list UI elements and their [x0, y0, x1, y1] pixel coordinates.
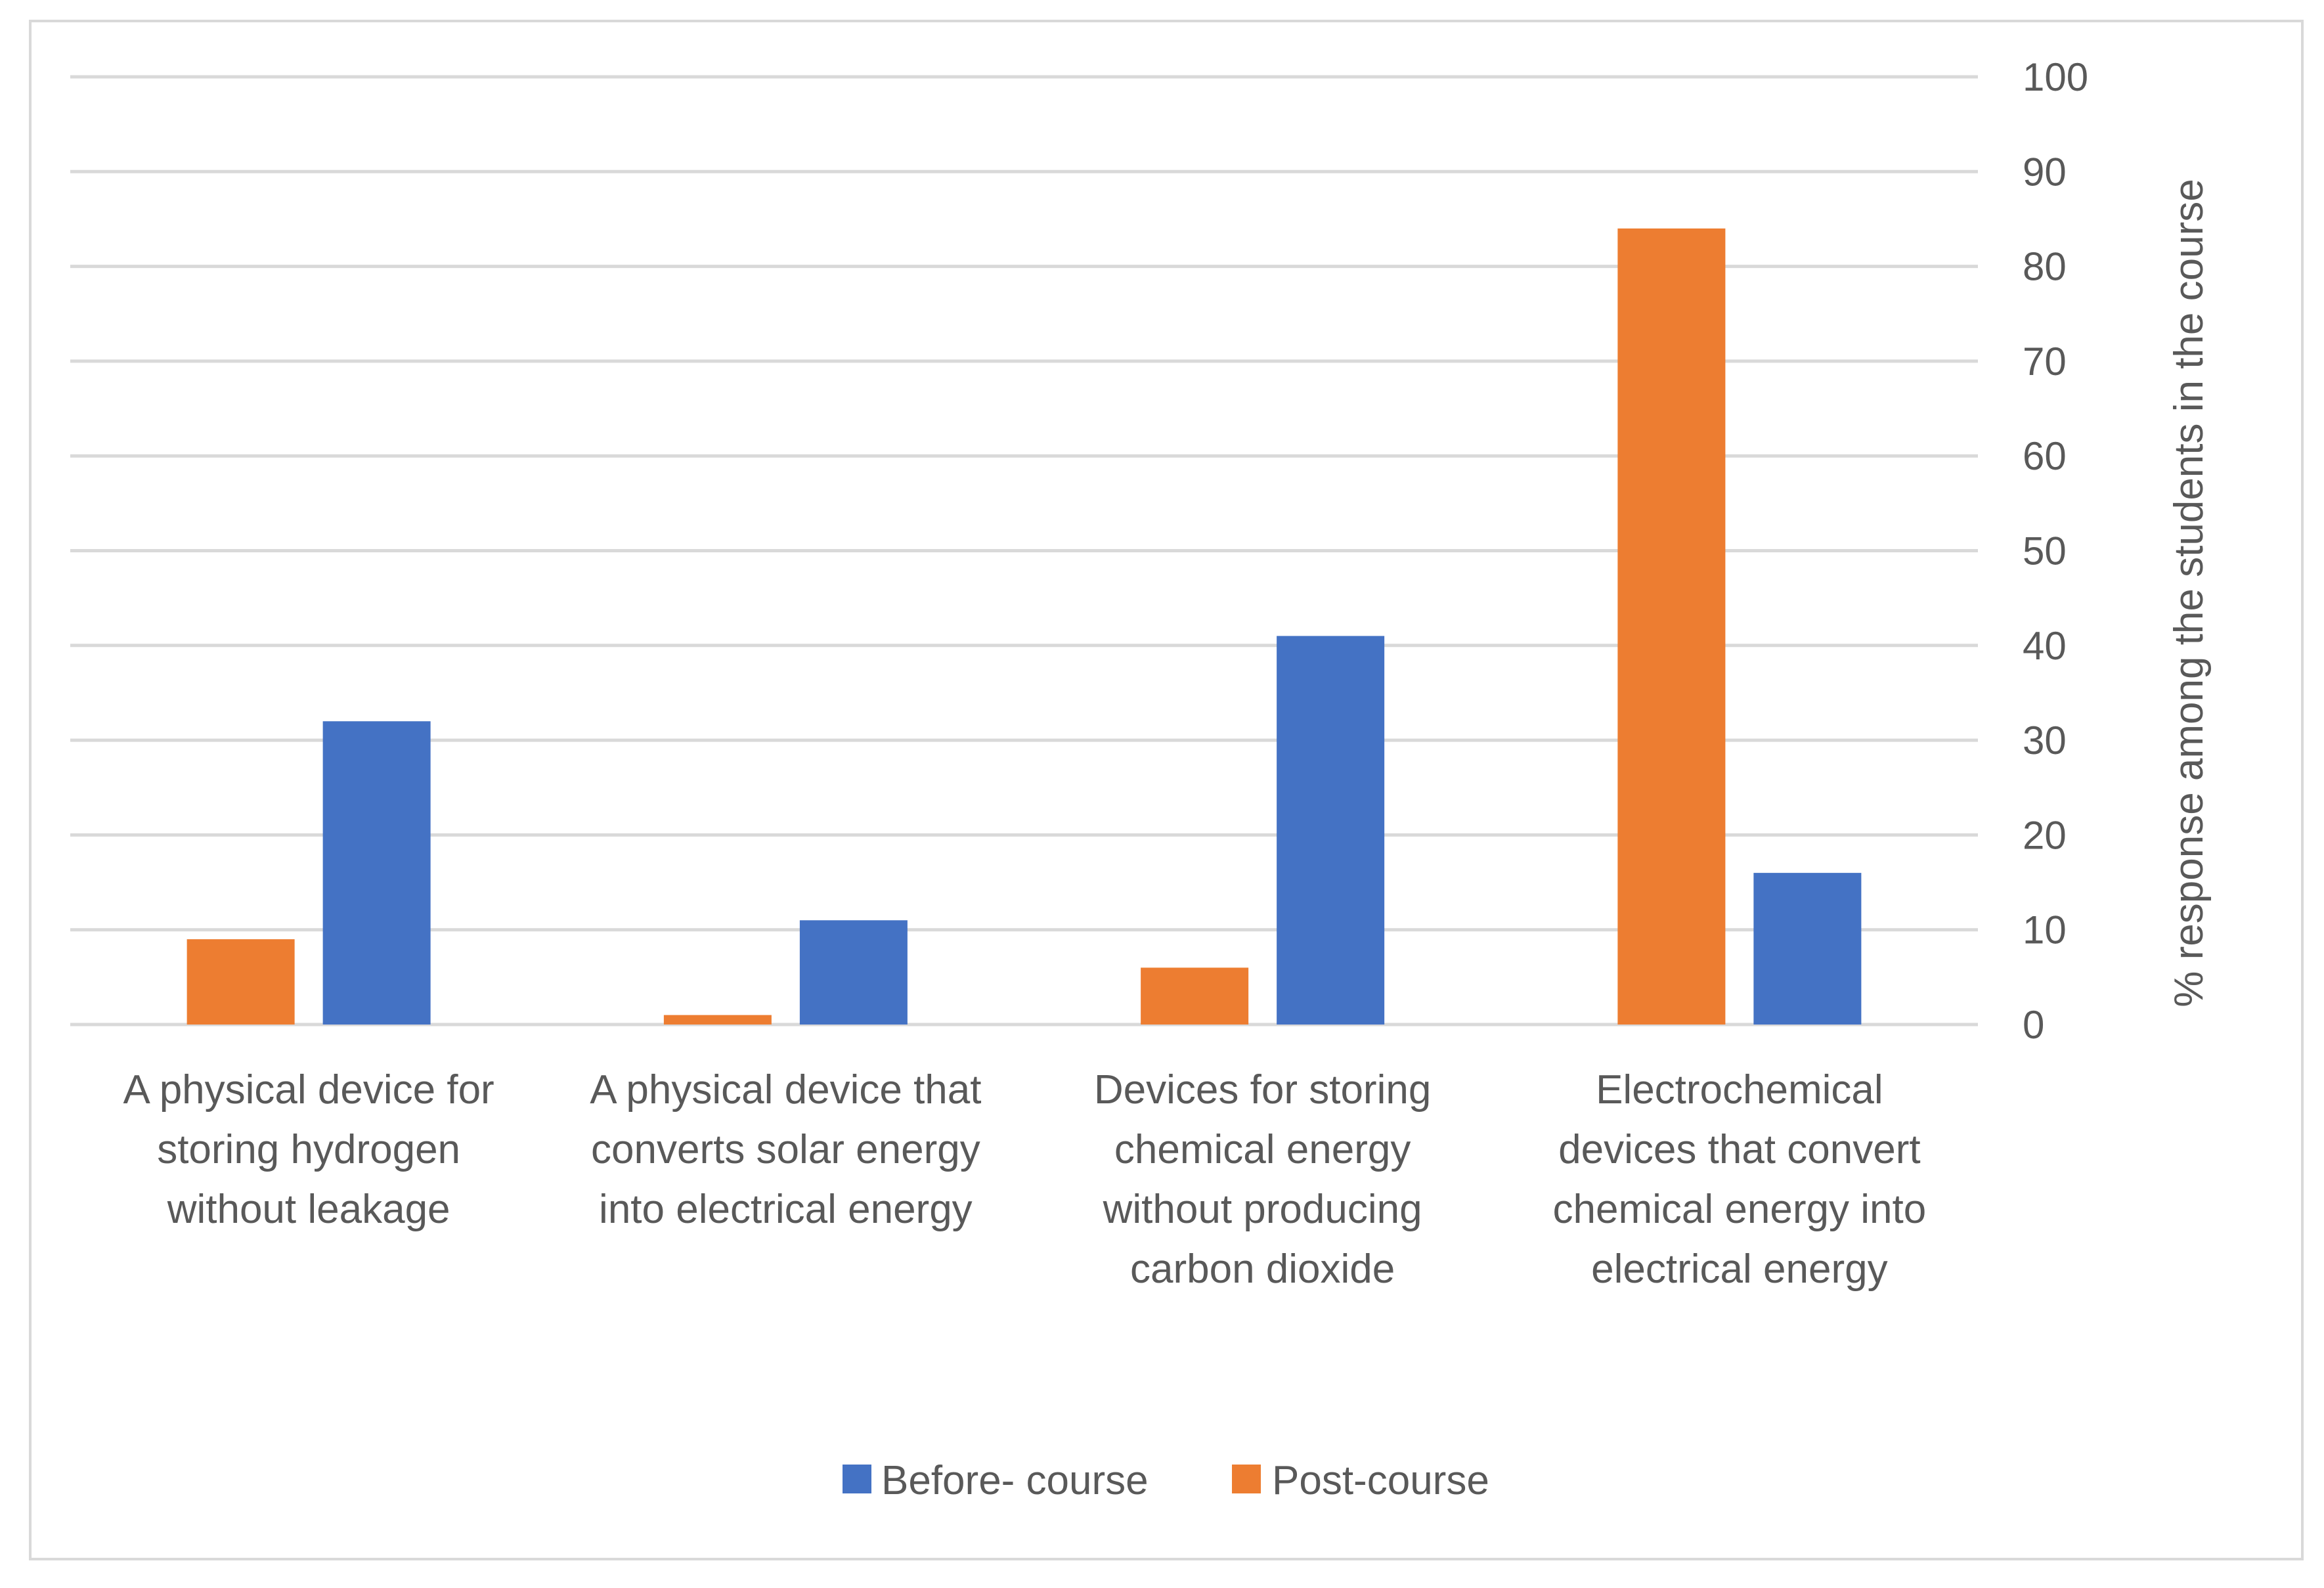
x-category-label-line: devices that convert [1558, 1127, 1920, 1172]
legend-swatch [1232, 1465, 1261, 1493]
legend-label: Before- course [881, 1458, 1149, 1503]
x-axis-categories: A physical device for storing hydrogen wit… [123, 1067, 1927, 1292]
x-category-label-line: without leakage [167, 1187, 450, 1232]
y-tick-label: 80 [2023, 245, 2067, 289]
bar-post-course-2 [663, 1015, 772, 1025]
x-category-label-line: converts solar energy [591, 1127, 980, 1172]
y-tick-label: 60 [2023, 434, 2067, 478]
x-category-label-line: Electrochemical [1596, 1067, 1883, 1113]
bar-post-course-3 [1141, 967, 1249, 1025]
y-tick-label: 50 [2023, 529, 2067, 573]
y-tick-label: 10 [2023, 908, 2067, 952]
x-category-label: Devices for storing chemical energy withou… [1094, 1067, 1431, 1292]
x-category-label-line: carbon dioxide [1130, 1246, 1395, 1292]
bar-post-course-1 [186, 939, 295, 1025]
x-category-label-line: electrical energy [1591, 1246, 1887, 1292]
y-tick-label: 40 [2023, 624, 2067, 668]
bars [186, 228, 1862, 1025]
y-tick-label: 90 [2023, 150, 2067, 194]
legend: Before- course Post-course [843, 1458, 1489, 1503]
legend-swatch [843, 1465, 871, 1493]
x-category-label-line: A physical device for [123, 1067, 494, 1113]
x-category-label-line: Devices for storing [1094, 1067, 1431, 1113]
y-tick-label: 30 [2023, 718, 2067, 762]
y-tick-label: 20 [2023, 813, 2067, 857]
y-axis-ticks: 0 10 20 30 40 50 60 70 80 90 100 [2023, 55, 2088, 1047]
bar-post-course-4 [1617, 228, 1726, 1025]
bar-before-course-4 [1753, 873, 1862, 1025]
y-tick-label: 100 [2023, 55, 2088, 99]
x-category-label: A physical device for storing hydrogen wit… [123, 1067, 494, 1232]
x-category-label: A physical device that converts solar ene… [590, 1067, 981, 1232]
legend-label: Post-course [1272, 1458, 1489, 1503]
y-tick-label: 0 [2023, 1003, 2044, 1047]
x-category-label-line: A physical device that [590, 1067, 981, 1113]
x-category-label-line: storing hydrogen [157, 1127, 460, 1172]
bar-before-course-2 [799, 920, 908, 1025]
y-axis-label: % response among the students in the cou… [2166, 179, 2212, 1007]
x-category-label: Electrochemical devices that convert chemi… [1553, 1067, 1927, 1292]
x-category-label-line: into electrical energy [599, 1187, 973, 1232]
bar-before-course-1 [322, 721, 431, 1025]
x-category-label-line: without producing [1103, 1187, 1422, 1232]
x-category-label-line: chemical energy [1114, 1127, 1411, 1172]
x-category-label-line: chemical energy into [1553, 1187, 1927, 1232]
y-tick-label: 70 [2023, 340, 2067, 384]
bar-before-course-3 [1277, 636, 1385, 1025]
